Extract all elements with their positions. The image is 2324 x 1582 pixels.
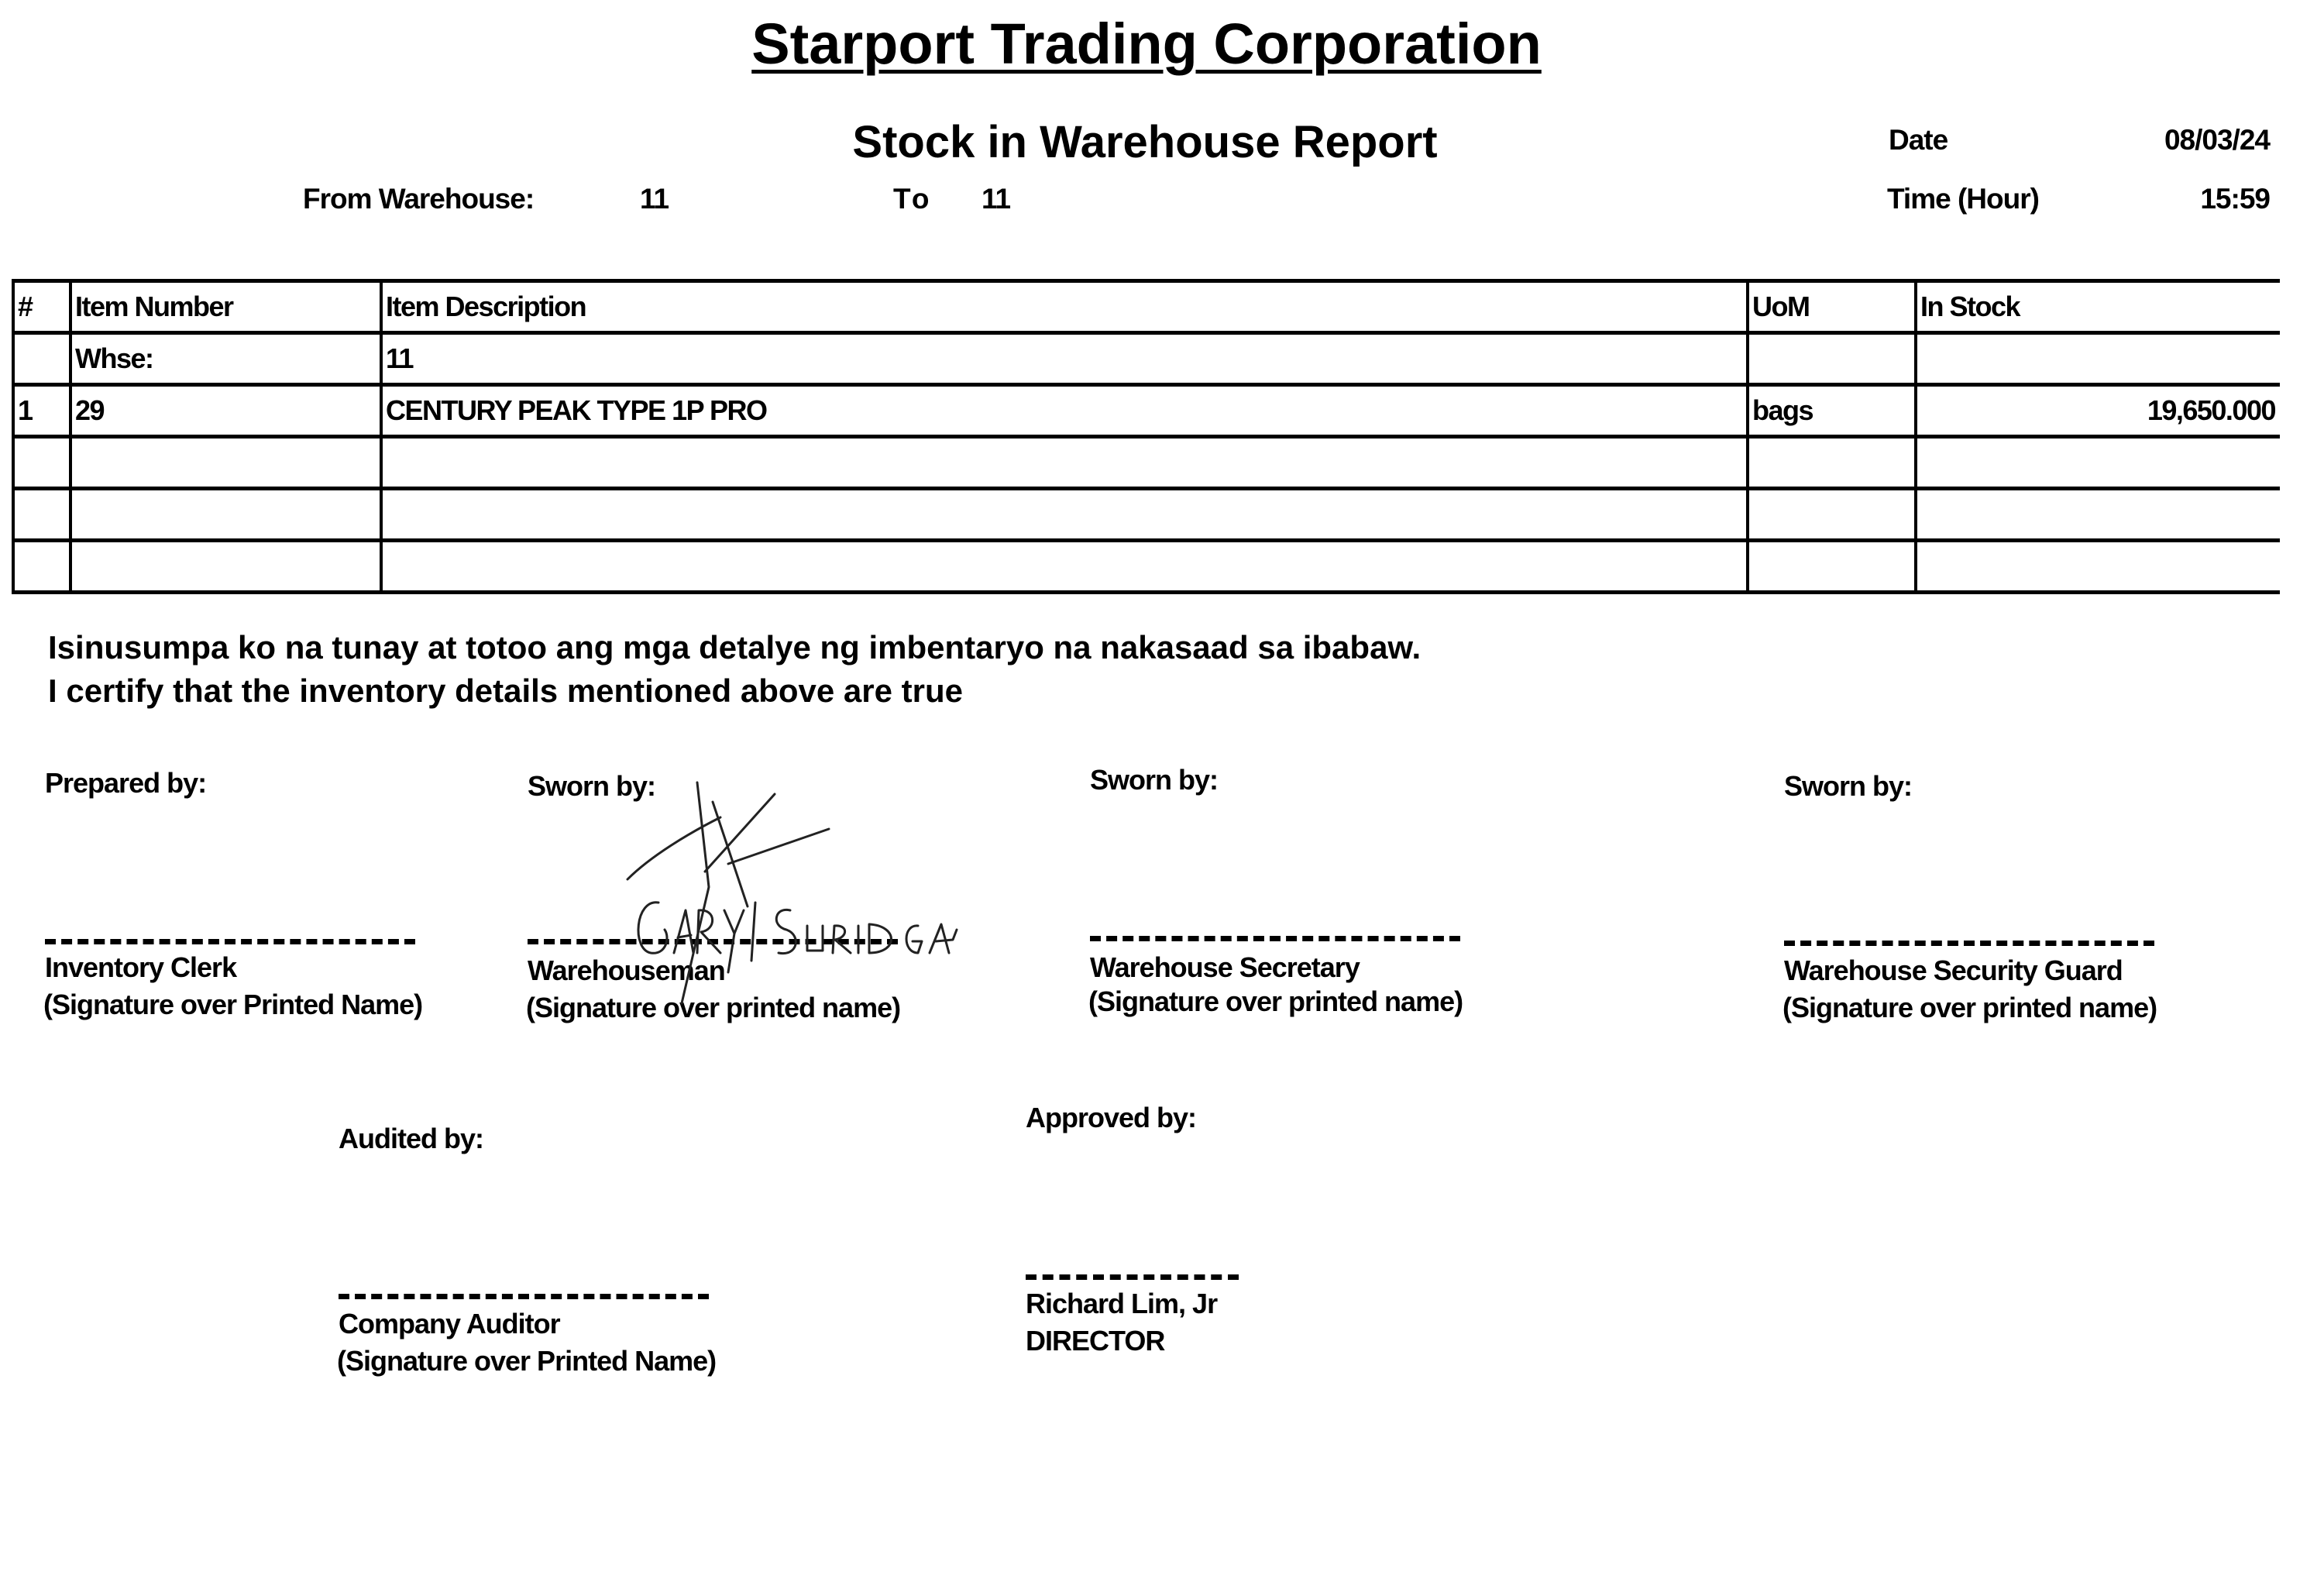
- uom: bags: [1746, 383, 1917, 438]
- time-label: Time (Hour): [1887, 183, 2040, 215]
- date-label: Date: [1889, 124, 1948, 156]
- to-warehouse-label: To: [893, 183, 933, 215]
- certification-tagalog: Isinusumpa ko na tunay at totoo ang mga …: [48, 629, 1422, 665]
- signature-line: [45, 939, 415, 944]
- signature-line: [1784, 941, 2154, 946]
- empty-row: [12, 435, 2280, 490]
- stock-table: # Item Number Item Description UoM In St…: [12, 279, 2280, 594]
- company-auditor-role: Company Auditor: [339, 1308, 561, 1340]
- director-name: Richard Lim, Jr: [1026, 1288, 1218, 1319]
- signature-line: [1026, 1274, 1239, 1280]
- from-warehouse-label: From Warehouse:: [303, 183, 535, 215]
- warehouse-row: Whse: 11: [12, 331, 2280, 387]
- signature-line: [528, 939, 898, 944]
- column-header: Item Number: [69, 279, 383, 335]
- row-number: 1: [12, 383, 72, 438]
- prepared-by-heading: Prepared by:: [45, 767, 207, 799]
- from-warehouse-value: 11: [640, 183, 669, 215]
- sworn-by-heading: Sworn by:: [1784, 770, 1913, 802]
- company-name: Starport Trading Corporation: [751, 12, 1542, 76]
- in-stock: 19,650.000: [1914, 383, 2280, 438]
- warehouseman-note: (Signature over printed name): [526, 992, 901, 1023]
- empty-row: [12, 538, 2280, 594]
- warehouse-label: Whse:: [69, 331, 383, 387]
- director-title: DIRECTOR: [1026, 1325, 1165, 1357]
- date-value: 08/03/24: [2164, 124, 2271, 156]
- company-auditor-note: (Signature over Printed Name): [337, 1345, 717, 1377]
- sworn-by-heading: Sworn by:: [528, 770, 656, 802]
- time-value: 15:59: [2200, 183, 2271, 215]
- report-title: Stock in Warehouse Report: [852, 117, 1438, 167]
- table-row: 1 29 CENTURY PEAK TYPE 1P PRO bags 19,65…: [12, 383, 2280, 438]
- column-header: #: [12, 279, 72, 335]
- handwritten-signature: [626, 781, 958, 1005]
- sworn-by-heading: Sworn by:: [1090, 764, 1219, 796]
- item-description: CENTURY PEAK TYPE 1P PRO: [380, 383, 1749, 438]
- column-header: UoM: [1746, 279, 1917, 335]
- signature-line: [339, 1294, 709, 1299]
- approved-by-heading: Approved by:: [1026, 1102, 1197, 1133]
- item-number: 29: [69, 383, 383, 438]
- signature-line: [1090, 936, 1460, 941]
- column-header: Item Description: [380, 279, 1749, 335]
- prepared-by-role: Inventory Clerk: [45, 951, 237, 983]
- warehouse-value: 11: [380, 331, 1749, 387]
- warehouse-secretary-role: Warehouse Secretary: [1090, 951, 1360, 983]
- prepared-by-note: (Signature over Printed Name): [43, 989, 423, 1020]
- table-header-row: # Item Number Item Description UoM In St…: [12, 279, 2280, 335]
- audited-by-heading: Audited by:: [339, 1123, 484, 1154]
- security-guard-role: Warehouse Security Guard: [1784, 954, 2123, 986]
- warehouse-secretary-note: (Signature over printed name): [1088, 985, 1463, 1017]
- security-guard-note: (Signature over printed name): [1783, 992, 2157, 1023]
- empty-row: [12, 487, 2280, 542]
- column-header: In Stock: [1914, 279, 2280, 335]
- to-warehouse-value: 11: [982, 183, 1011, 215]
- certification-english: I certify that the inventory details men…: [48, 672, 963, 709]
